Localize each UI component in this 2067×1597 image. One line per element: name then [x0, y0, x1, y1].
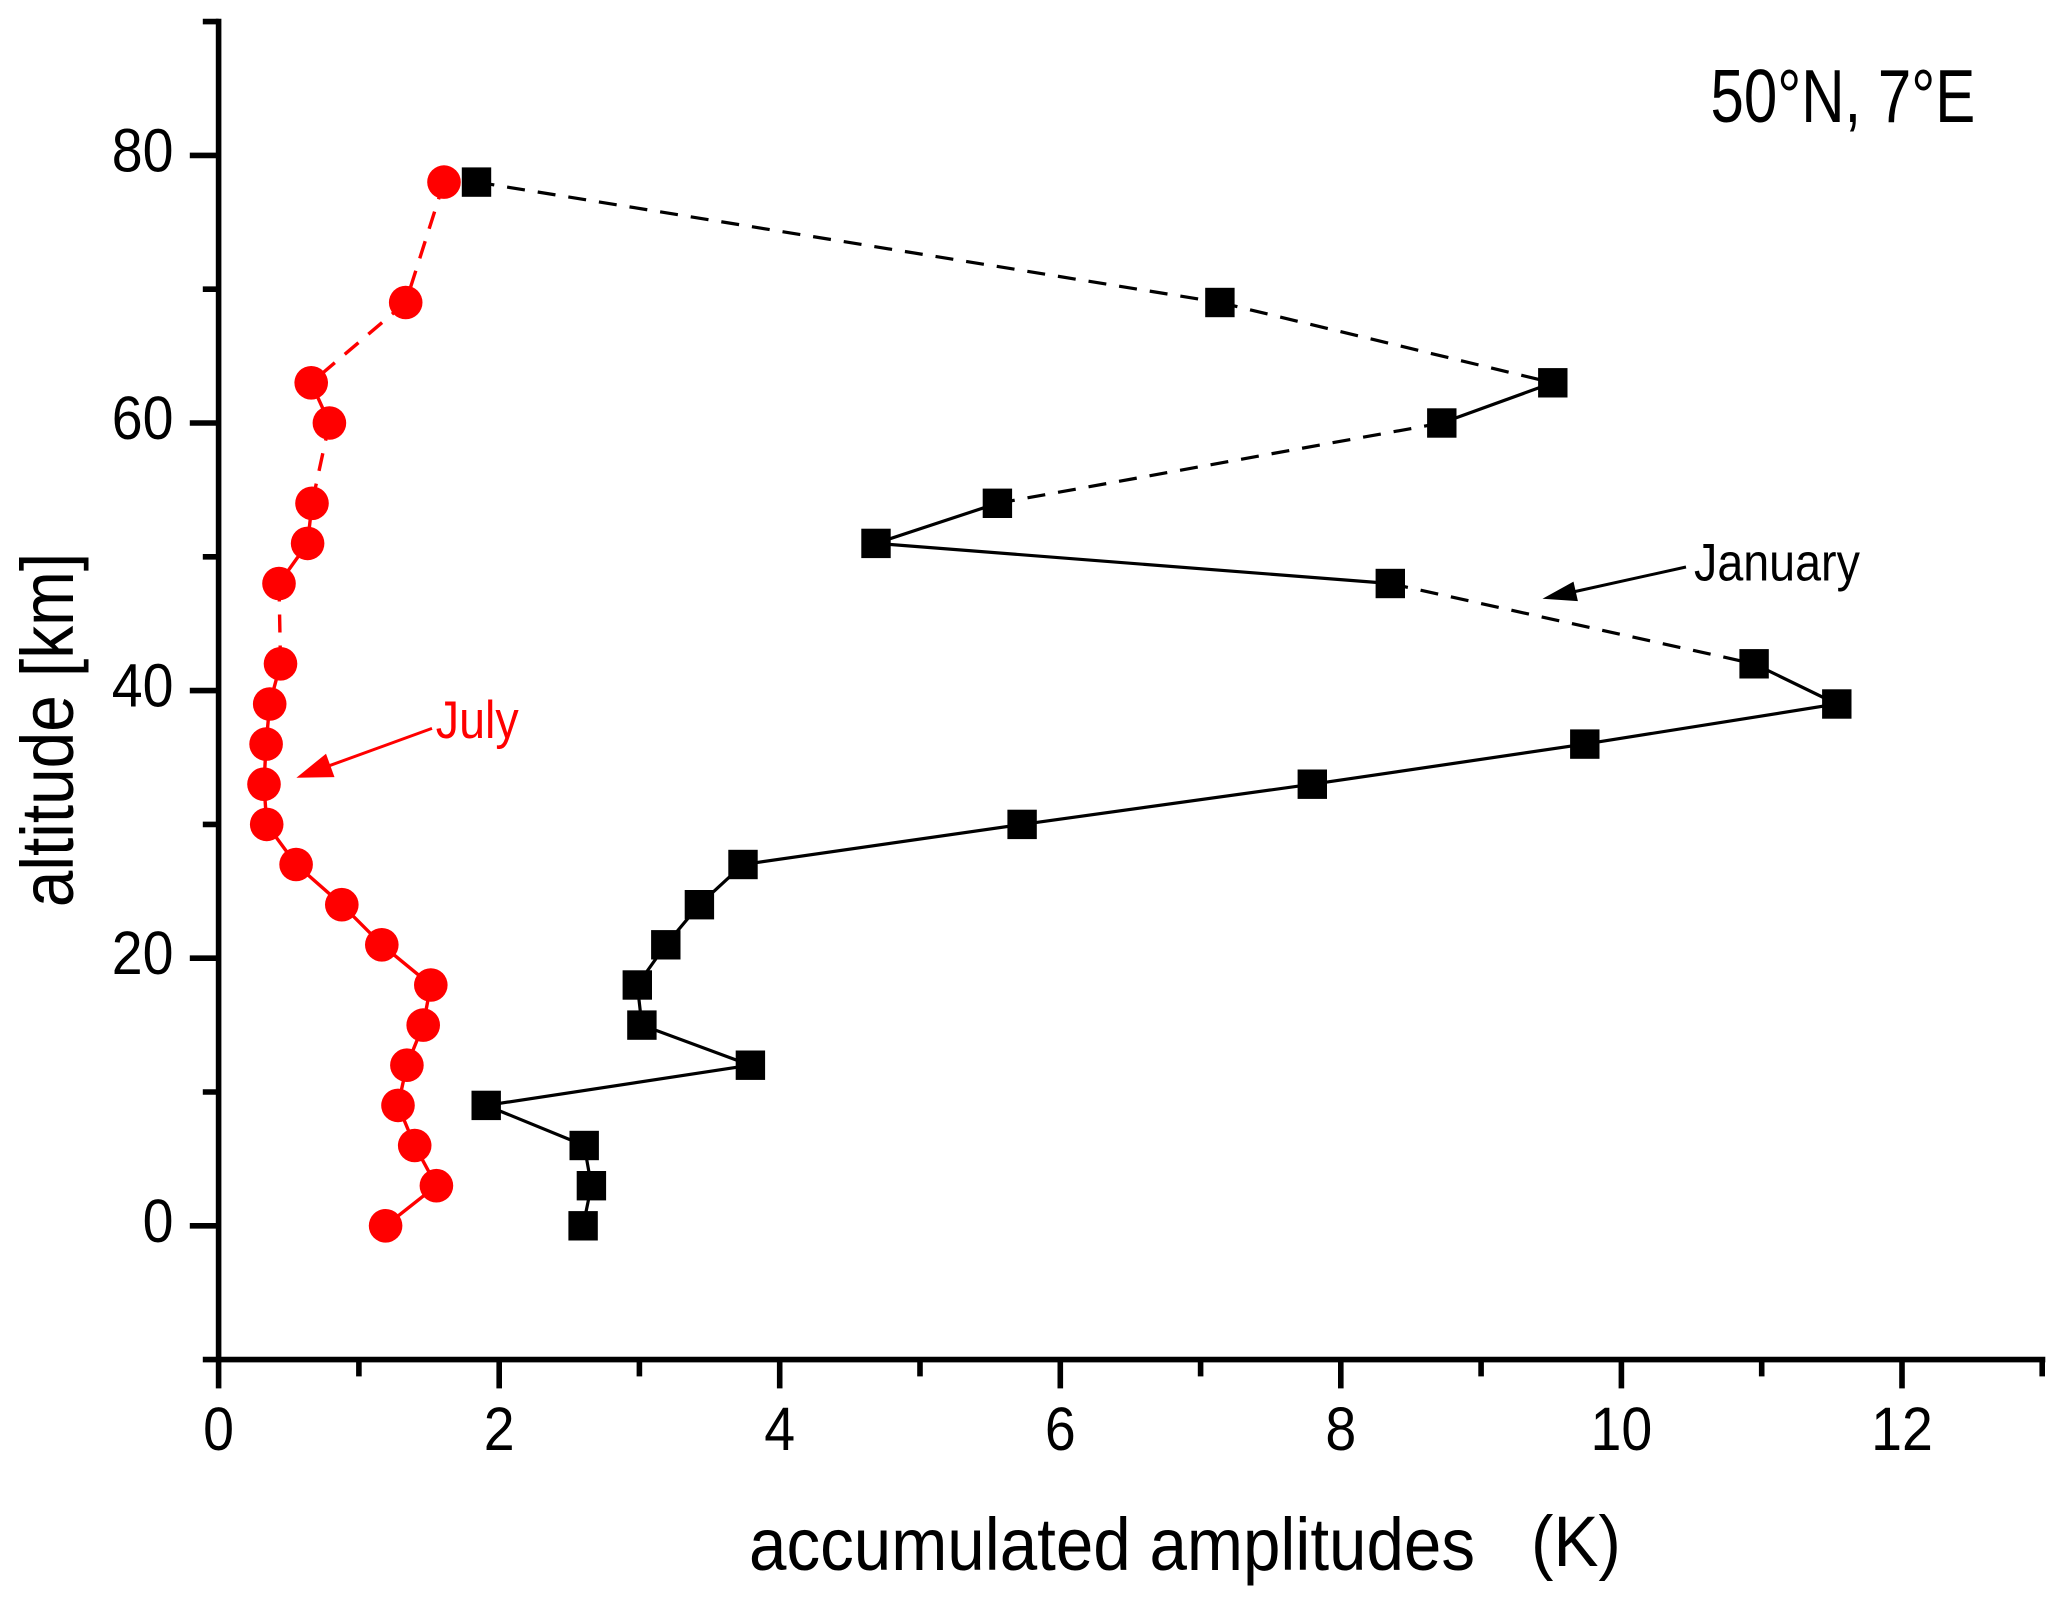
svg-text:12: 12: [1871, 1396, 1933, 1464]
svg-text:(K): (K): [1531, 1501, 1621, 1581]
svg-text:July: July: [436, 690, 519, 749]
svg-text:0: 0: [143, 1187, 174, 1255]
svg-text:0: 0: [203, 1396, 234, 1464]
svg-text:40: 40: [112, 652, 174, 720]
svg-text:20: 20: [112, 920, 174, 988]
svg-text:80: 80: [112, 117, 174, 185]
svg-text:10: 10: [1591, 1396, 1653, 1464]
svg-text:altitude [km]: altitude [km]: [6, 553, 88, 907]
svg-text:January: January: [1694, 533, 1860, 592]
svg-text:accumulated amplitudes: accumulated amplitudes: [749, 1503, 1475, 1586]
svg-text:60: 60: [112, 385, 174, 453]
svg-text:2: 2: [484, 1396, 515, 1464]
svg-text:4: 4: [764, 1396, 795, 1464]
svg-text:50°N, 7°E: 50°N, 7°E: [1711, 56, 1976, 139]
svg-text:8: 8: [1325, 1396, 1356, 1464]
svg-text:6: 6: [1045, 1396, 1076, 1464]
